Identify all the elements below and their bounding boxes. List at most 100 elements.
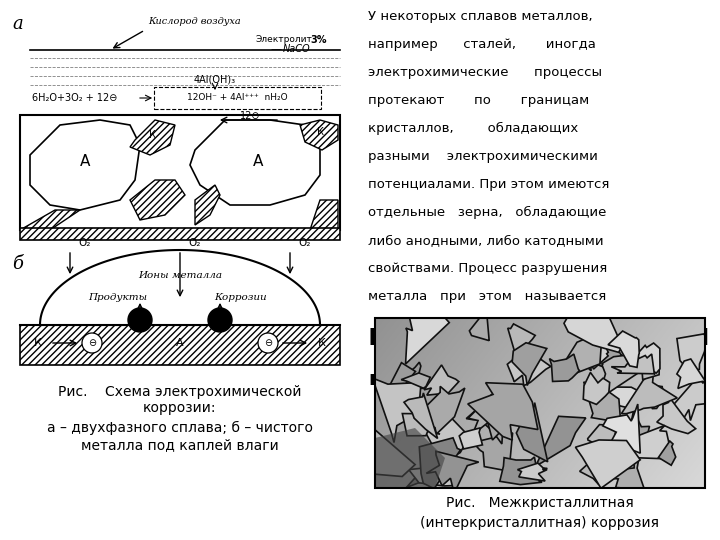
Text: 12⊖: 12⊖ — [240, 111, 260, 121]
Text: свойствами. Процесс разрушения: свойствами. Процесс разрушения — [368, 262, 607, 275]
Polygon shape — [195, 185, 220, 225]
Text: А: А — [176, 338, 184, 348]
Text: металла под каплей влаги: металла под каплей влаги — [81, 438, 279, 452]
Polygon shape — [508, 349, 551, 386]
Polygon shape — [564, 300, 622, 352]
Polygon shape — [349, 426, 415, 476]
Polygon shape — [404, 393, 438, 438]
Polygon shape — [506, 395, 533, 421]
Polygon shape — [611, 354, 655, 374]
Polygon shape — [631, 411, 649, 457]
Text: например      сталей,       иногда: например сталей, иногда — [368, 38, 596, 51]
Circle shape — [258, 333, 278, 353]
Polygon shape — [390, 363, 415, 391]
Text: Продукты: Продукты — [89, 293, 148, 301]
Polygon shape — [621, 370, 678, 414]
Polygon shape — [575, 440, 640, 488]
Polygon shape — [648, 386, 664, 409]
Polygon shape — [603, 404, 640, 453]
Polygon shape — [607, 458, 644, 490]
Text: 3%: 3% — [310, 35, 326, 45]
Polygon shape — [509, 402, 535, 414]
Polygon shape — [130, 180, 185, 220]
Polygon shape — [677, 359, 706, 388]
Text: (интеркристаллитная) коррозия: (интеркристаллитная) коррозия — [420, 516, 660, 530]
Polygon shape — [549, 354, 580, 381]
Polygon shape — [657, 399, 696, 434]
Polygon shape — [658, 441, 675, 465]
Polygon shape — [402, 406, 432, 436]
Polygon shape — [508, 324, 535, 357]
Text: отдельные   зерна,   обладающие: отдельные зерна, обладающие — [368, 206, 606, 219]
Polygon shape — [616, 426, 672, 459]
Polygon shape — [424, 411, 469, 463]
Text: O₂: O₂ — [188, 238, 200, 248]
Text: К: К — [34, 338, 42, 348]
Text: а – двухфазного сплава; б – чистого: а – двухфазного сплава; б – чистого — [47, 421, 313, 435]
Text: Коррозии: Коррозии — [214, 293, 266, 301]
Polygon shape — [459, 428, 482, 449]
Text: К: К — [148, 130, 156, 140]
Text: либо анодными, либо катодными: либо анодными, либо катодными — [368, 234, 603, 247]
Text: коррозией: коррозией — [368, 370, 488, 389]
Text: 6H₂O+3O₂ + 12⊖: 6H₂O+3O₂ + 12⊖ — [32, 93, 117, 103]
Polygon shape — [372, 378, 422, 443]
Text: У некоторых сплавов металлов,: У некоторых сплавов металлов, — [368, 10, 593, 23]
Polygon shape — [516, 403, 548, 462]
Polygon shape — [584, 382, 621, 422]
Text: А: А — [80, 154, 90, 170]
Text: 4Al(OH)₃: 4Al(OH)₃ — [194, 75, 236, 85]
Text: коррозии:: коррозии: — [143, 401, 217, 415]
Polygon shape — [468, 394, 505, 435]
Polygon shape — [536, 416, 586, 466]
Polygon shape — [419, 438, 461, 489]
Text: протекают       по       границам: протекают по границам — [368, 94, 589, 107]
FancyBboxPatch shape — [20, 228, 340, 240]
Polygon shape — [424, 365, 459, 395]
Polygon shape — [473, 433, 513, 470]
Polygon shape — [469, 315, 489, 341]
FancyBboxPatch shape — [154, 87, 321, 109]
Text: межкристаллитной: межкристаллитной — [368, 322, 711, 351]
Polygon shape — [606, 451, 634, 470]
Text: металла   при   этом   называется: металла при этом называется — [368, 290, 606, 303]
Text: б: б — [12, 255, 23, 273]
FancyBboxPatch shape — [20, 325, 340, 365]
Polygon shape — [190, 120, 320, 205]
Polygon shape — [608, 331, 639, 367]
Polygon shape — [300, 120, 338, 150]
Polygon shape — [589, 340, 621, 373]
Polygon shape — [580, 464, 615, 484]
Polygon shape — [600, 355, 638, 393]
Polygon shape — [409, 448, 454, 486]
Polygon shape — [637, 343, 660, 373]
Polygon shape — [30, 120, 140, 210]
Polygon shape — [310, 200, 338, 230]
Polygon shape — [40, 250, 320, 325]
Circle shape — [82, 333, 102, 353]
Polygon shape — [403, 362, 426, 392]
Polygon shape — [561, 332, 602, 375]
Text: Ионы металла: Ионы металла — [138, 271, 222, 280]
Polygon shape — [426, 451, 479, 493]
Text: Электролит: Электролит — [255, 36, 312, 44]
Polygon shape — [375, 428, 445, 488]
Polygon shape — [608, 350, 647, 375]
Circle shape — [128, 308, 152, 332]
Circle shape — [208, 308, 232, 332]
Polygon shape — [518, 463, 547, 481]
Text: NaCO: NaCO — [283, 44, 310, 54]
Polygon shape — [468, 383, 538, 440]
Text: разными    электрохимическими: разными электрохимическими — [368, 150, 598, 163]
Polygon shape — [609, 387, 640, 408]
Polygon shape — [401, 373, 431, 388]
Text: потенциалами. При этом имеются: потенциалами. При этом имеются — [368, 178, 609, 191]
Text: O₂: O₂ — [78, 238, 91, 248]
Text: К: К — [317, 127, 323, 137]
Polygon shape — [467, 404, 508, 444]
Polygon shape — [673, 376, 710, 421]
Polygon shape — [130, 120, 175, 155]
Polygon shape — [406, 462, 436, 488]
Text: —: — — [270, 44, 281, 54]
Text: Кислород воздуха: Кислород воздуха — [148, 17, 240, 26]
